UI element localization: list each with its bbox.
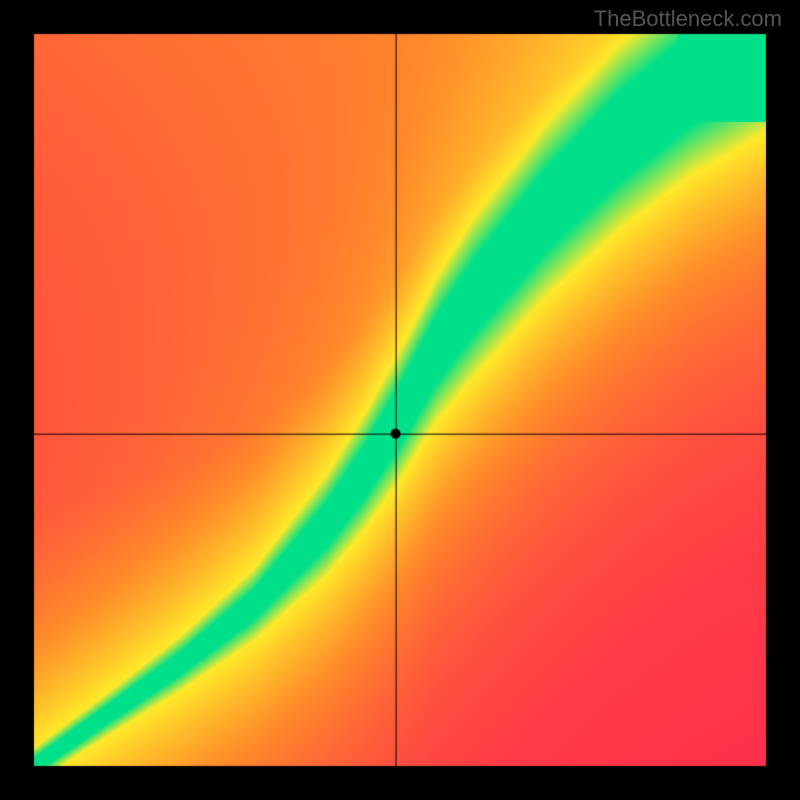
bottleneck-heatmap (0, 0, 800, 800)
chart-container: TheBottleneck.com (0, 0, 800, 800)
watermark-text: TheBottleneck.com (594, 6, 782, 32)
